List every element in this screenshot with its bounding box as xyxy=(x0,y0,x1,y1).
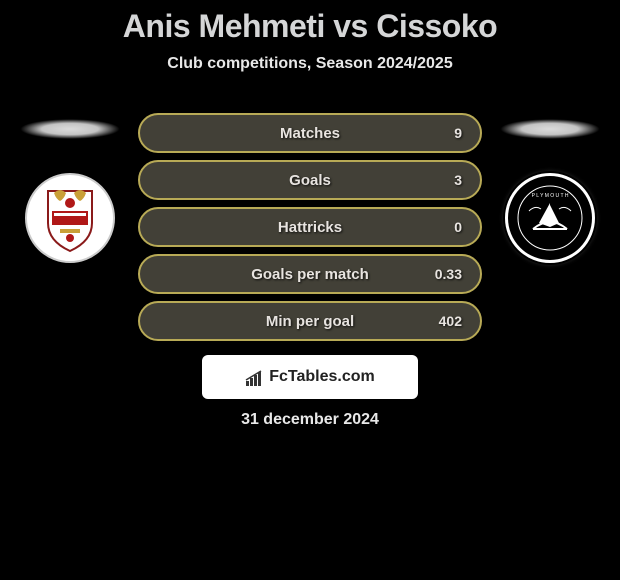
stat-value: 402 xyxy=(439,313,462,329)
stat-row-goals: Goals 3 xyxy=(138,160,482,200)
svg-text:P L Y M O U T H: P L Y M O U T H xyxy=(532,193,569,199)
stat-value: 9 xyxy=(454,125,462,141)
bristol-city-crest-icon xyxy=(40,183,100,253)
stat-value: 3 xyxy=(454,172,462,188)
footer-date: 31 december 2024 xyxy=(138,411,482,429)
stat-row-matches: Matches 9 xyxy=(138,113,482,153)
stat-row-goals-per-match: Goals per match 0.33 xyxy=(138,254,482,294)
stat-label: Goals xyxy=(289,172,331,189)
plymouth-crest-icon: P L Y M O U T H xyxy=(515,183,585,253)
stat-value: 0.33 xyxy=(435,266,462,282)
comparison-card: Anis Mehmeti vs Cissoko Club competition… xyxy=(0,0,620,429)
stat-label: Min per goal xyxy=(266,313,354,330)
brand-text: FcTables.com xyxy=(269,368,375,386)
page-subtitle: Club competitions, Season 2024/2025 xyxy=(0,55,620,73)
bar-chart-icon xyxy=(245,367,265,387)
stat-row-min-per-goal: Min per goal 402 xyxy=(138,301,482,341)
stat-label: Hattricks xyxy=(278,219,342,236)
right-side: P L Y M O U T H xyxy=(490,113,610,263)
player-shadow-left xyxy=(20,119,120,139)
left-side xyxy=(10,113,130,263)
stat-value: 0 xyxy=(454,219,462,235)
player-shadow-right xyxy=(500,119,600,139)
stat-label: Matches xyxy=(280,125,340,142)
stat-label: Goals per match xyxy=(251,266,369,283)
page-title: Anis Mehmeti vs Cissoko xyxy=(0,8,620,45)
brand-box[interactable]: FcTables.com xyxy=(202,355,418,399)
stats-panel: Matches 9 Goals 3 Hattricks 0 Goals per … xyxy=(130,113,490,429)
club-badge-right: P L Y M O U T H xyxy=(505,173,595,263)
stat-row-hattricks: Hattricks 0 xyxy=(138,207,482,247)
main-layout: Matches 9 Goals 3 Hattricks 0 Goals per … xyxy=(0,113,620,429)
club-badge-left xyxy=(25,173,115,263)
